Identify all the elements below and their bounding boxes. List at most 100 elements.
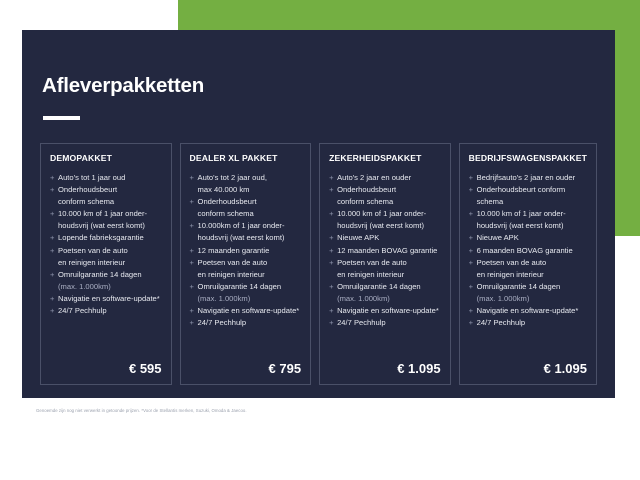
- package-title: BEDRIJFSWAGENSPAKKET: [468, 153, 587, 163]
- plus-bullet-icon: +: [468, 209, 474, 219]
- feature-list: + Auto's 2 jaar en ouder + Onderhoudsbeurt c…: [329, 172, 441, 355]
- feature-list: + Bedrijfsauto's 2 jaar en ouder + Onderhou…: [469, 172, 587, 355]
- feature-label: 10.000 km of 1 jaar onder-: [337, 209, 427, 219]
- feature-label-continued: houdsvrij (wat eerst komt): [476, 221, 564, 231]
- package-card[interactable]: ZEKERHEIDSPAKKET + Auto's 2 jaar en ouder +…: [319, 143, 451, 385]
- feature-label-continued: conform schema: [337, 197, 394, 207]
- feature-label: Omruilgarantie 14 dagen: [476, 281, 561, 291]
- feature-label: 24/7 Pechhulp: [476, 318, 526, 328]
- feature-label: Omruilgarantie 14 dagen: [58, 269, 142, 279]
- feature-item: + Onderhoudsbeurt conform schema: [329, 184, 441, 208]
- feature-label: 24/7 Pechhulp: [337, 318, 386, 328]
- package-price: € 1.095: [397, 361, 441, 376]
- feature-label-continued: (max. 1.000km): [197, 293, 251, 303]
- feature-item: +24/7 Pechhulp: [329, 317, 441, 329]
- plus-bullet-icon: +: [329, 185, 334, 195]
- feature-label: Poetsen van de auto: [197, 257, 268, 267]
- plus-bullet-icon: +: [468, 306, 474, 316]
- feature-label-continued: en reinigen interieur: [337, 269, 405, 279]
- feature-item: + Omruilgarantie 14 dagen (max. 1.000km): [469, 281, 587, 305]
- plus-bullet-icon: +: [189, 257, 194, 267]
- plus-bullet-icon: +: [50, 269, 55, 279]
- feature-label: Auto's 2 jaar en ouder: [337, 173, 412, 182]
- plus-bullet-icon: +: [468, 185, 474, 195]
- plus-bullet-icon: +: [329, 233, 334, 243]
- feature-label: 24/7 Pechhulp: [58, 306, 107, 316]
- plus-bullet-icon: +: [329, 281, 334, 291]
- plus-bullet-icon: +: [50, 306, 55, 316]
- plus-bullet-icon: +: [329, 245, 334, 255]
- feature-label: Auto's tot 2 jaar oud,: [197, 173, 267, 182]
- feature-label: Lopende fabrieksgarantie: [58, 233, 144, 243]
- package-title: DEALER XL PAKKET: [189, 153, 278, 163]
- feature-item: + Omruilgarantie 14 dagen (max. 1.000km): [329, 281, 441, 305]
- plus-bullet-icon: +: [329, 209, 334, 219]
- feature-label: Onderhoudsbeurt conform: [476, 185, 566, 195]
- feature-label: Nieuwe APK: [337, 233, 380, 243]
- feature-item: + Navigatie en software-update*: [469, 305, 587, 317]
- plus-bullet-icon: +: [189, 306, 194, 316]
- package-card-list: DEMOPAKKET + Auto's tot 1 jaar oud + Onderho…: [40, 143, 597, 385]
- plus-bullet-icon: +: [50, 173, 55, 182]
- package-card[interactable]: DEALER XL PAKKET + Auto's tot 2 jaar oud, m…: [179, 143, 312, 385]
- feature-item: + Nieuwe APK: [469, 232, 587, 244]
- package-price: € 795: [268, 361, 302, 376]
- feature-label-continued: conform schema: [197, 209, 254, 219]
- feature-item: + Onderhoudsbeurt conform schema: [469, 184, 587, 208]
- feature-item: + Omruilgarantie 14 dagen (max. 1.000km): [190, 281, 302, 305]
- feature-label-continued: (max. 1.000km): [337, 293, 390, 303]
- feature-item: + Auto's tot 1 jaar oud: [50, 172, 162, 184]
- feature-label: 12 maanden garantie: [197, 245, 270, 255]
- plus-bullet-icon: +: [468, 281, 474, 291]
- feature-item: +10.000 km of 1 jaar onder-houdsvrij (wa…: [50, 208, 162, 232]
- package-card[interactable]: DEMOPAKKET + Auto's tot 1 jaar oud + Onderho…: [40, 143, 172, 385]
- feature-item: + Auto's 2 jaar en ouder: [329, 172, 441, 184]
- feature-label: 10.000 km of 1 jaar onder-: [58, 209, 148, 219]
- feature-label: Navigatie en software-update*: [58, 293, 160, 303]
- feature-label: Onderhoudsbeurt: [58, 185, 118, 195]
- feature-item: +12 maanden BOVAG garantie: [329, 245, 441, 257]
- package-price: € 595: [128, 361, 162, 376]
- plus-bullet-icon: +: [50, 209, 55, 219]
- feature-label-continued: en reinigen interieur: [197, 269, 265, 279]
- feature-label: Onderhoudsbeurt: [337, 185, 397, 195]
- feature-label: Omruilgarantie 14 dagen: [197, 281, 282, 291]
- feature-item: + Onderhoudsbeurt conform schema: [190, 196, 302, 220]
- feature-label-continued: schema: [476, 197, 504, 207]
- feature-item: + Navigatie en software-update*: [50, 293, 162, 305]
- feature-label: 10.000km of 1 jaar onder-: [197, 221, 285, 231]
- plus-bullet-icon: +: [189, 245, 194, 255]
- feature-label: Onderhoudsbeurt: [197, 197, 257, 207]
- feature-item: + Poetsen van de auto en reinigen interieu…: [190, 257, 302, 281]
- feature-item: + Auto's tot 2 jaar oud, max 40.000 km: [190, 172, 302, 196]
- feature-item: +10.000 km of 1 jaar onder-houdsvrij (wa…: [469, 208, 587, 232]
- package-title: DEMOPAKKET: [50, 153, 112, 163]
- feature-label-continued: (max. 1.000km): [476, 293, 530, 303]
- page-title: Afleverpakketten: [42, 74, 205, 97]
- package-title: ZEKERHEIDSPAKKET: [329, 153, 422, 163]
- feature-label-continued: houdsvrij (wat eerst komt): [58, 221, 145, 231]
- feature-label: 6 maanden BOVAG garantie: [476, 245, 573, 255]
- plus-bullet-icon: +: [468, 257, 474, 267]
- package-card[interactable]: BEDRIJFSWAGENSPAKKET + Bedrijfsauto's 2 ja…: [458, 143, 597, 385]
- feature-label: Auto's tot 1 jaar oud: [58, 173, 126, 182]
- feature-list: + Auto's tot 1 jaar oud + Onderhoudsbeurt co…: [50, 172, 162, 355]
- plus-bullet-icon: +: [468, 318, 474, 328]
- plus-bullet-icon: +: [189, 221, 194, 231]
- plus-bullet-icon: +: [329, 306, 334, 316]
- feature-label: 12 maanden BOVAG garantie: [337, 245, 438, 255]
- feature-label: Poetsen van de auto: [337, 257, 407, 267]
- plus-bullet-icon: +: [329, 257, 334, 267]
- plus-bullet-icon: +: [329, 173, 334, 182]
- feature-label: Poetsen van de auto: [476, 257, 547, 267]
- plus-bullet-icon: +: [468, 233, 474, 243]
- pricing-panel: Afleverpakketten DEMOPAKKET + Auto's tot 1…: [22, 30, 615, 398]
- feature-item: + Navigatie en software-update*: [329, 305, 441, 317]
- plus-bullet-icon: +: [50, 185, 55, 195]
- feature-item: +10.000km of 1 jaar onder-houdsvrij (wat…: [190, 220, 302, 244]
- feature-label: Navigatie en software-update*: [337, 306, 439, 316]
- feature-list: + Auto's tot 2 jaar oud, max 40.000 km + Ond…: [190, 172, 302, 355]
- feature-item: + Poetsen van de auto en reinigen interieu…: [469, 257, 587, 281]
- feature-item: +24/7 Pechhulp: [50, 305, 162, 317]
